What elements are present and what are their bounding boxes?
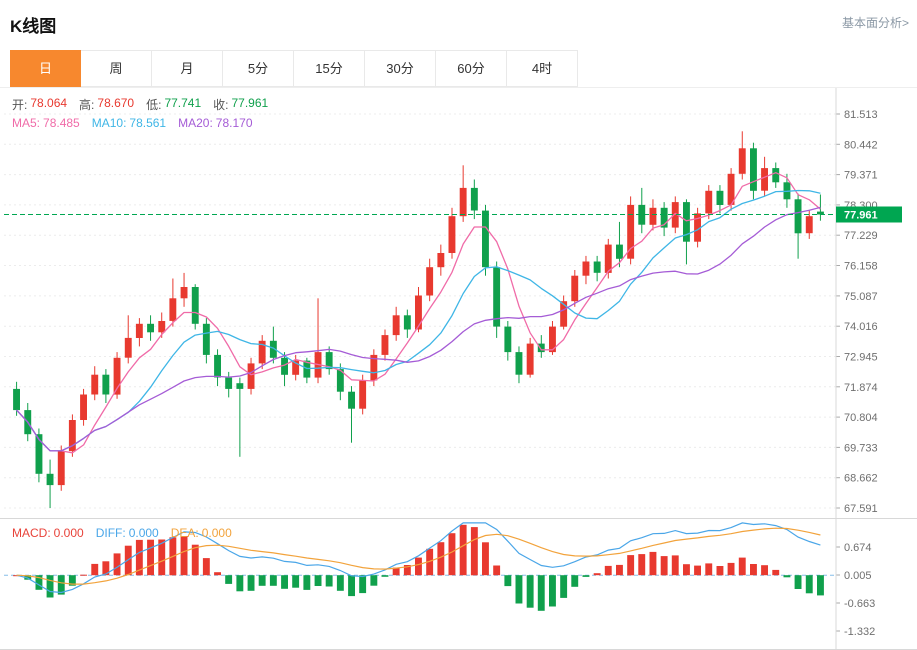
current-price-label [836, 206, 902, 223]
tab-60min[interactable]: 60分 [436, 50, 507, 87]
svg-text:67.591: 67.591 [844, 503, 878, 515]
price-chart-canvas[interactable]: 81.51380.44279.37178.30077.22976.15875.0… [0, 88, 917, 518]
page-header: K线图 基本面分析> [0, 0, 917, 50]
candles [13, 131, 824, 508]
tab-4hour[interactable]: 4时 [507, 50, 578, 87]
tab-5min[interactable]: 5分 [223, 50, 294, 87]
tab-month[interactable]: 月 [152, 50, 223, 87]
price-grid: 81.51380.44279.37178.30077.22976.15875.0… [4, 109, 878, 515]
svg-text:0.674: 0.674 [844, 542, 872, 554]
ma-lines [16, 172, 821, 454]
page-title: K线图 [10, 17, 57, 36]
macd-panel: 0.674 0.005 -0.663 -1.332 MACD: 0.000 DIFF: 0… [0, 518, 917, 650]
svg-text:-0.663: -0.663 [844, 598, 875, 610]
svg-text:70.804: 70.804 [844, 412, 878, 424]
macd-grid: 0.674 0.005 -0.663 -1.332 [4, 542, 875, 638]
svg-text:80.442: 80.442 [844, 139, 878, 151]
svg-text:76.158: 76.158 [844, 261, 878, 273]
fundamental-analysis-link[interactable]: 基本面分析> [841, 16, 909, 30]
svg-text:-1.332: -1.332 [844, 626, 875, 638]
svg-text:68.662: 68.662 [844, 473, 878, 485]
tab-day[interactable]: 日 [10, 50, 81, 87]
tab-30min[interactable]: 30分 [365, 50, 436, 87]
svg-text:0.005: 0.005 [844, 570, 872, 582]
svg-text:77.961: 77.961 [844, 210, 878, 222]
period-tabs: 日 周 月 5分 15分 30分 60分 4时 [10, 50, 917, 87]
svg-text:77.229: 77.229 [844, 230, 878, 242]
svg-text:72.945: 72.945 [844, 352, 878, 364]
svg-text:81.513: 81.513 [844, 109, 878, 121]
macd-chart-canvas[interactable]: 0.674 0.005 -0.663 -1.332 [0, 519, 917, 649]
svg-text:74.016: 74.016 [844, 321, 878, 333]
svg-text:75.087: 75.087 [844, 291, 878, 303]
svg-text:79.371: 79.371 [844, 170, 878, 182]
tab-15min[interactable]: 15分 [294, 50, 365, 87]
svg-text:71.874: 71.874 [844, 382, 878, 394]
tab-week[interactable]: 周 [81, 50, 152, 87]
price-chart-panel: 81.513 80.442 79.371 78.300 77.229 76.158 75.0… [0, 87, 917, 518]
current-price-line: 77.961 [4, 206, 902, 223]
macd-histogram [13, 524, 824, 611]
svg-text:69.733: 69.733 [844, 442, 878, 454]
macd-lines [16, 522, 821, 594]
